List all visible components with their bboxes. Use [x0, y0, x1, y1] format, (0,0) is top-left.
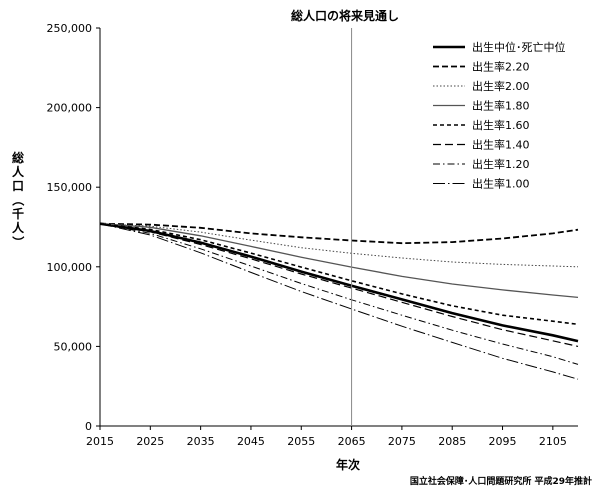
x-tick-label: 2085 [438, 435, 466, 448]
y-axis-label-char: ） [11, 236, 26, 248]
x-axis-label: 年次 [336, 457, 360, 472]
y-axis-label-char: 総 [12, 150, 24, 165]
x-axis-ticks: 2015 2025 2035 2045 2055 2065 2075 2085 2095 2105 [86, 426, 567, 448]
y-tick-label: 0 [85, 420, 92, 433]
legend-background [428, 36, 578, 188]
y-axis-label: 総人口（千人） [11, 150, 26, 248]
y-axis-ticks: 0 50,000 100,000 150,000 200,000 250,000 [47, 22, 100, 433]
y-axis-label-char: 人 [12, 220, 25, 235]
y-axis-label-char: 人 [12, 164, 25, 179]
series-line-1 [99, 222, 579, 343]
y-axis-label-char: 口 [12, 179, 24, 193]
y-axis-label-char: （ [11, 194, 26, 206]
series-lines [99, 222, 579, 380]
x-tick-label: 2075 [388, 435, 416, 448]
y-axis-label-char: 千 [12, 206, 24, 221]
x-tick-label: 2045 [237, 435, 265, 448]
series-line-3 [99, 223, 579, 268]
legend-label: 出生率1.80 [472, 99, 530, 113]
y-tick-label: 200,000 [47, 102, 93, 115]
y-tick-label: 50,000 [54, 340, 93, 353]
legend-label: 出生率1.20 [472, 157, 530, 171]
y-tick-label: 100,000 [47, 261, 93, 274]
y-tick-label: 250,000 [47, 22, 93, 35]
series-line-7 [99, 223, 579, 365]
x-tick-label: 2095 [489, 435, 517, 448]
series-line-8 [99, 223, 579, 380]
source-note: 国立社会保障･人口問題研究所 平成29年推計 [410, 475, 592, 487]
legend-label: 出生率1.00 [472, 177, 530, 191]
legend-label: 出生中位･死亡中位 [472, 40, 566, 54]
legend-label: 出生率2.20 [472, 60, 530, 74]
y-tick-label: 150,000 [47, 181, 93, 194]
x-tick-label: 2055 [287, 435, 315, 448]
chart-title: 総人口の将来見通し [291, 8, 399, 23]
legend-label: 出生率2.00 [472, 79, 530, 93]
x-tick-label: 2035 [187, 435, 215, 448]
series-line-6 [99, 223, 579, 347]
series-line-5 [99, 222, 579, 326]
x-tick-label: 2105 [539, 435, 567, 448]
x-tick-label: 2065 [338, 435, 366, 448]
x-tick-label: 2025 [136, 435, 164, 448]
legend-label: 出生率1.60 [472, 118, 530, 132]
legend-label: 出生率1.40 [472, 138, 530, 152]
x-tick-label: 2015 [86, 435, 114, 448]
